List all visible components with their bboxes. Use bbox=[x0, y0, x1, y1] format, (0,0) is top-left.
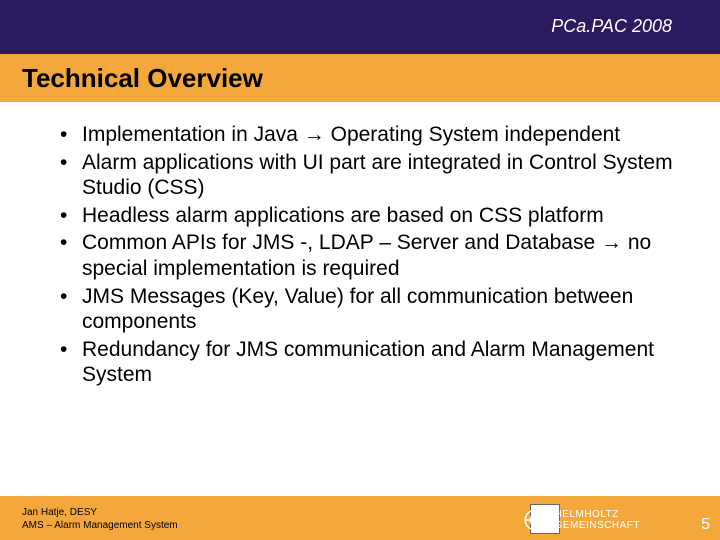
bullet-item: Common APIs for JMS -, LDAP – Server and… bbox=[60, 230, 680, 281]
bullet-item: JMS Messages (Key, Value) for all commun… bbox=[60, 284, 680, 335]
footer-subtitle: AMS – Alarm Management System bbox=[22, 520, 178, 533]
footer-bar: Jan Hatje, DESY AMS – Alarm Management S… bbox=[0, 496, 720, 540]
bullet-item: Redundancy for JMS communication and Ala… bbox=[60, 337, 680, 388]
bullet-item: Implementation in Java → Operating Syste… bbox=[60, 122, 680, 148]
page-number: 5 bbox=[701, 516, 710, 534]
org-line1: HELMHOLTZ bbox=[555, 509, 640, 520]
footer-author: Jan Hatje, DESY bbox=[22, 507, 178, 520]
conference-label: PCa.PAC 2008 bbox=[551, 16, 672, 37]
helmholtz-icon bbox=[521, 506, 549, 534]
slide: PCa.PAC 2008 Technical Overview Implemen… bbox=[0, 0, 720, 540]
helmholtz-logo: HELMHOLTZ GEMEINSCHAFT bbox=[521, 506, 640, 534]
top-bar: PCa.PAC 2008 bbox=[0, 0, 720, 54]
bullet-item: Alarm applications with UI part are inte… bbox=[60, 150, 680, 201]
slide-title: Technical Overview bbox=[22, 63, 263, 94]
title-bar: Technical Overview bbox=[0, 54, 720, 102]
helmholtz-text: HELMHOLTZ GEMEINSCHAFT bbox=[555, 509, 640, 531]
bullet-list: Implementation in Java → Operating Syste… bbox=[60, 122, 680, 388]
bullet-item: Headless alarm applications are based on… bbox=[60, 203, 680, 229]
org-line2: GEMEINSCHAFT bbox=[555, 520, 640, 531]
footer-credits: Jan Hatje, DESY AMS – Alarm Management S… bbox=[22, 507, 178, 532]
content-area: Implementation in Java → Operating Syste… bbox=[0, 102, 720, 388]
